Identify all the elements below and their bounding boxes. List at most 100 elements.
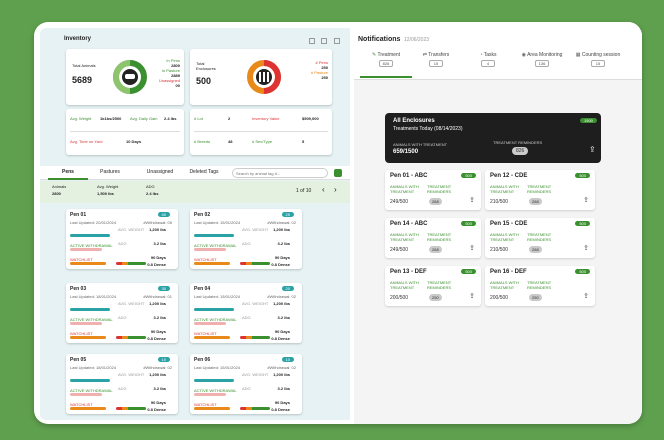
- search-input[interactable]: [232, 168, 328, 178]
- text-notifications-cards-4-rem: 250: [429, 294, 442, 301]
- text-notifications-cards-0-awt: 249/500: [390, 199, 409, 205]
- avg-time-label: Avg. Time on Yard: [70, 139, 103, 144]
- pen-name: Pen 06: [194, 357, 211, 363]
- animal-donut: [113, 60, 147, 94]
- text-notifications-cards-5-rem: 250: [529, 294, 542, 301]
- tab-transfers[interactable]: ⇄ Transfers 15: [410, 52, 462, 67]
- pen-card[interactable]: Pen 01 40 Last Updated: 20/01/2024 #Withd…: [66, 209, 178, 269]
- text-pen_labels-days: 90 Days: [274, 255, 290, 260]
- collapse-icon[interactable]: [321, 37, 328, 44]
- pen-updated: Last Updated: 20/01/2024 #Withdrawal: 05: [70, 220, 174, 225]
- text-notifications-cards-2-awt: 249/500: [390, 247, 409, 253]
- enclosure-card[interactable]: Pen 01 - ABC 500 ANIMALS WITH TREATMENT …: [385, 170, 481, 210]
- inventory-tabs: Pens Pastures Unassigned Deleted Tags: [40, 166, 350, 180]
- in-pasture-value: 2889: [171, 73, 180, 78]
- window-controls: [309, 32, 340, 50]
- prev-page-icon[interactable]: ‹: [322, 185, 325, 194]
- all-awt-label: ANIMALS WITH TREATMENT: [393, 142, 448, 147]
- tab-pastures[interactable]: Pastures: [100, 169, 120, 175]
- text-notifications-cards-4-count: 500: [461, 269, 476, 274]
- enclosure-card[interactable]: Pen 12 - CDE 500 ANIMALS WITH TREATMENT …: [485, 170, 595, 210]
- pen-card[interactable]: Pen 05 10 Last Updated: 18/01/2024 #Withd…: [66, 354, 178, 414]
- text-notifications-cards-2-name: Pen 14 - ABC: [390, 221, 428, 227]
- text-notifications-tabs-1-label: Transfers: [428, 52, 450, 58]
- notification-tabs: ✎ Treatment 826 ⇄ Transfers 15 ◔ Tasks 4 ◉ Are…: [354, 50, 642, 80]
- avg-weight-value: 1k1bs/2500: [100, 116, 122, 121]
- enclosure-card[interactable]: Pen 15 - CDE 500 ANIMALS WITH TREATMENT …: [485, 218, 595, 258]
- tab-icon: ⇄: [422, 52, 427, 58]
- upload-icon[interactable]: ⇪: [589, 145, 596, 154]
- tab-pens[interactable]: Pens: [48, 166, 88, 180]
- next-page-icon[interactable]: ›: [334, 185, 337, 194]
- tab-tasks[interactable]: ◔ Tasks 4: [462, 52, 514, 67]
- close-icon[interactable]: [333, 37, 340, 44]
- text-pen_labels-adg: ADG: [118, 386, 127, 391]
- text-notifications-rem_label: TREATMENT REMINDERS: [527, 184, 552, 194]
- avg-daily-gain-value: 2.4 lbs: [164, 116, 177, 121]
- text-pen_labels-watchlist: WATCHLIST: [194, 257, 217, 262]
- text-notifications-cards-4-awt: 200/500: [390, 295, 409, 301]
- text-notifications-cards-3-name: Pen 15 - CDE: [490, 221, 528, 227]
- all-enclosures-title: All Enclosures: [393, 118, 435, 124]
- upload-icon[interactable]: ⇪: [469, 245, 475, 252]
- text-pen_labels-adg_val: 3.2 lbs: [277, 315, 290, 320]
- in-pens-value: 2800: [171, 63, 180, 68]
- text-notifications-cards-5-name: Pen 16 - DEF: [490, 269, 527, 275]
- text-pens-4-updated: Last Updated: 18/01/2024: [70, 365, 117, 370]
- text-pen_labels-weight_val: 1,200 lbs: [273, 372, 290, 377]
- pen-name: Pen 05: [70, 357, 87, 363]
- text-pen_labels-adg: ADG: [242, 315, 251, 320]
- pen-card[interactable]: Pen 03 30 Last Updated: 18/01/2024 #Withd…: [66, 283, 178, 343]
- text-notifications-cards-0-count: 500: [461, 173, 476, 178]
- all-enclosures-card[interactable]: All Enclosures Treatments Today (08/14/2…: [385, 113, 601, 163]
- text-pen_labels-weight_val: 1,200 lbs: [273, 301, 290, 306]
- all-enclosures-count: 1500: [580, 118, 597, 123]
- all-rem-label: TREATMENT REMINDERS: [493, 140, 543, 145]
- enclosure-card[interactable]: Pen 13 - DEF 500 ANIMALS WITH TREATMENT …: [385, 266, 481, 306]
- text-notifications-tabs-0-badge: 826: [379, 60, 393, 67]
- summary-adg-value: 2.4 lbs: [146, 191, 159, 196]
- text-pens-1-withdrawn: #Withdrawal: 02: [267, 220, 296, 225]
- text-notifications-awt_label: ANIMALS WITH TREATMENT: [390, 232, 419, 242]
- text-notifications-rem_label: TREATMENT REMINDERS: [427, 184, 452, 194]
- upload-icon[interactable]: ⇪: [469, 197, 475, 204]
- tab-icon: ◉: [521, 52, 526, 58]
- tab-counting-session[interactable]: ▦ Counting session 15: [572, 52, 624, 67]
- text-notifications-cards-3-rem: 268: [529, 246, 542, 253]
- text-notifications-tabs-4-badge: 15: [591, 60, 605, 67]
- text-pen_labels-adg_val: 3.2 lbs: [277, 241, 290, 246]
- enclosure-card[interactable]: Pen 14 - ABC 500 ANIMALS WITH TREATMENT …: [385, 218, 481, 258]
- pen-card[interactable]: Pen 02 25 Last Updated: 15/01/2024 #Withd…: [190, 209, 302, 269]
- upload-icon[interactable]: ⇪: [583, 197, 589, 204]
- pen-card[interactable]: Pen 06 10 Last Updated: 15/01/2024 #Withd…: [190, 354, 302, 414]
- inventory-value-value: $509,000: [302, 116, 319, 121]
- tab-deleted-tags[interactable]: Deleted Tags: [189, 169, 219, 175]
- text-pen_labels-score: 0.8 Dense: [147, 262, 166, 267]
- upload-icon[interactable]: ⇪: [583, 293, 589, 300]
- upload-icon[interactable]: ⇪: [583, 245, 589, 252]
- text-pen_labels-weight: AVG. WEIGHT: [242, 301, 269, 306]
- tab-treatment[interactable]: ✎ Treatment 826: [360, 52, 412, 78]
- pen-updated: Last Updated: 15/01/2024 #Withdrawal: 02: [194, 220, 298, 225]
- filter-icon[interactable]: [334, 169, 342, 177]
- text-pen_labels-adg_val: 3.2 lbs: [153, 315, 166, 320]
- text-pen_labels-days: 90 Days: [150, 255, 166, 260]
- upload-icon[interactable]: ⇪: [469, 293, 475, 300]
- expand-icon[interactable]: [309, 37, 315, 44]
- text-notifications-cards-5-count: 500: [575, 269, 590, 274]
- pasture-value: 250: [321, 75, 328, 80]
- text-notifications-cards-1-name: Pen 12 - CDE: [490, 173, 528, 179]
- sex-type-value: 5: [302, 139, 305, 144]
- text-pen_labels-weight: AVG. WEIGHT: [242, 372, 269, 377]
- pen-updated: Last Updated: 18/01/2024 #Withdrawal: 02: [70, 365, 174, 370]
- tab-unassigned[interactable]: Unassigned: [146, 169, 174, 175]
- notifications-title: Notifications: [358, 36, 401, 43]
- pen-card[interactable]: Pen 04 20 Last Updated: 15/01/2024 #Withd…: [190, 283, 302, 343]
- weight-stats-card: Avg. Weight 1k1bs/2500 Avg. Daily Gain 2…: [66, 109, 184, 155]
- enclosure-card[interactable]: Pen 16 - DEF 500 ANIMALS WITH TREATMENT …: [485, 266, 595, 306]
- tab-area-monitoring[interactable]: ◉ Area Monitoring 136: [516, 52, 568, 67]
- text-notifications-rem_label: TREATMENT REMINDERS: [527, 280, 552, 290]
- text-notifications-cards-5-awt: 200/500: [490, 295, 509, 301]
- text-pen_labels-active: ACTIVE WITHDRAWAL: [70, 243, 113, 248]
- text-pen_labels-days: 90 Days: [274, 400, 290, 405]
